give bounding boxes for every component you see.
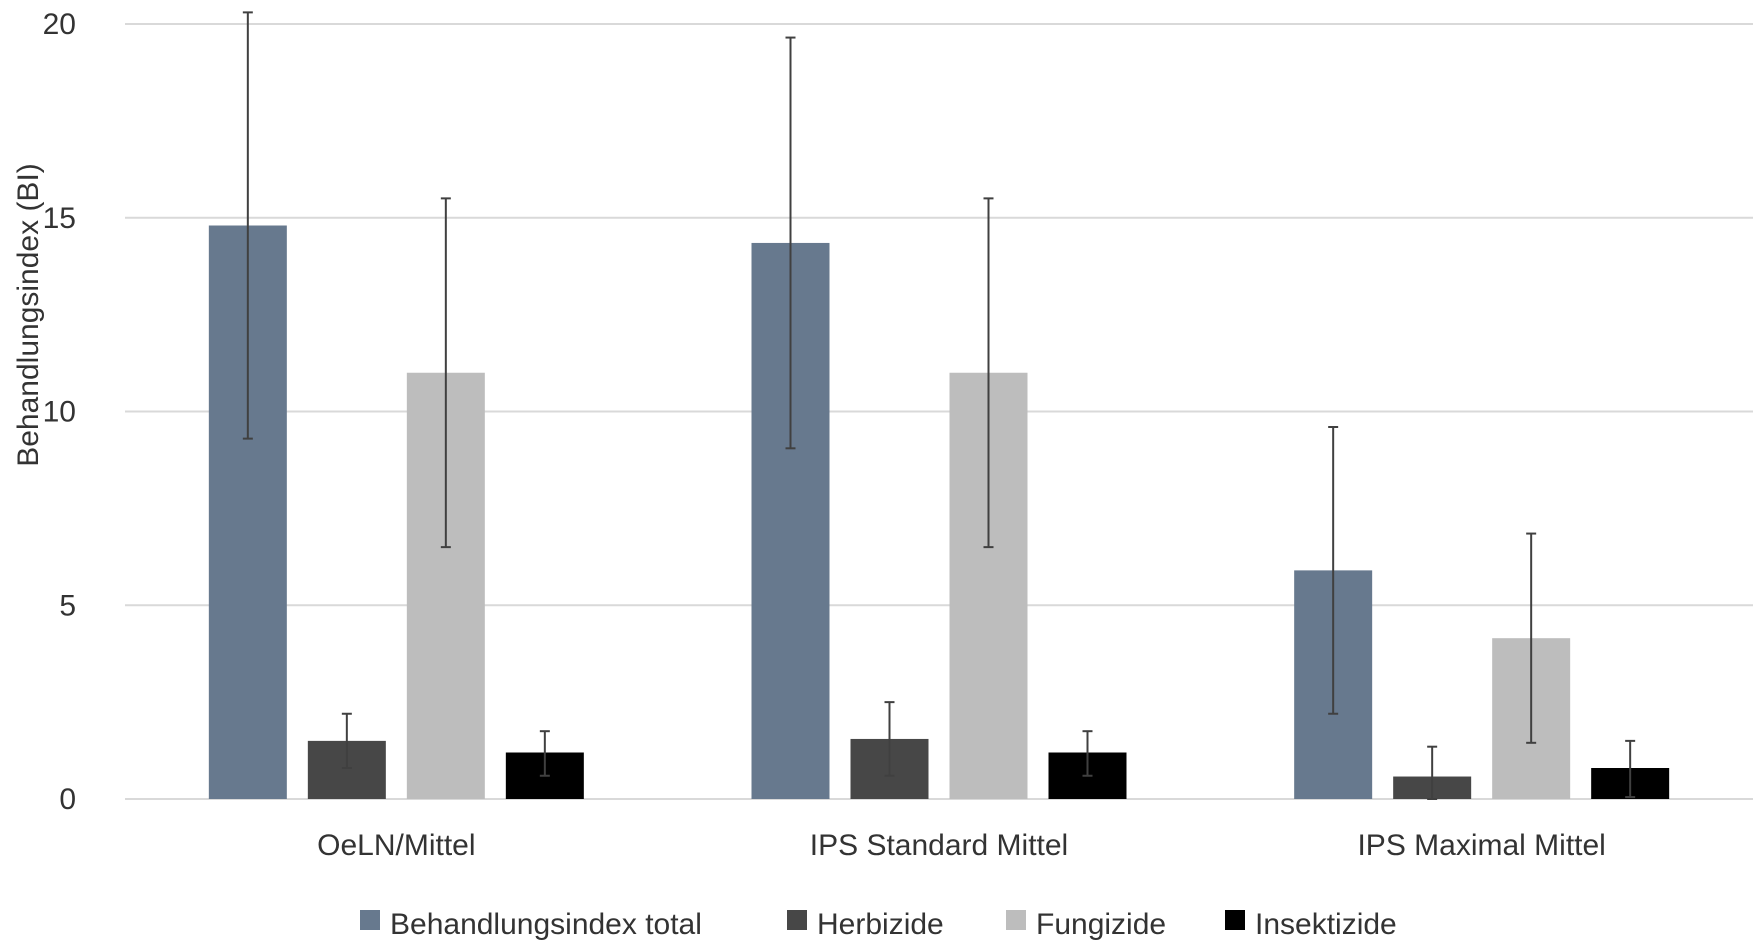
legend: Behandlungsindex total Herbizide Fungizide… [360, 908, 1397, 941]
bars [208, 225, 1670, 799]
y-axis-title: Behandlungsindex (BI) [12, 163, 45, 467]
legend-swatch [360, 910, 380, 930]
legend-swatch [787, 910, 807, 930]
legend-swatch [1006, 910, 1026, 930]
legend-label: Insektizide [1255, 908, 1397, 941]
y-axis-ticks: 0 5 10 15 20 [43, 8, 76, 816]
gridlines [125, 23, 1753, 800]
x-category-label: IPS Standard Mittel [810, 829, 1068, 862]
y-tick-label: 0 [59, 783, 76, 816]
legend-swatch [1225, 910, 1245, 930]
x-category-label: OeLN/Mittel [317, 829, 475, 862]
legend-label: Herbizide [817, 908, 944, 941]
error-bars [242, 11, 1636, 800]
y-tick-label: 20 [43, 8, 76, 41]
legend-label: Behandlungsindex total [390, 908, 702, 941]
y-tick-label: 5 [59, 589, 76, 622]
legend-label: Fungizide [1036, 908, 1166, 941]
x-axis-categories: OeLN/Mittel IPS Standard Mittel IPS Maxima… [317, 829, 1606, 862]
y-tick-label: 15 [43, 202, 76, 235]
y-tick-label: 10 [43, 396, 76, 429]
x-category-label: IPS Maximal Mittel [1357, 829, 1605, 862]
